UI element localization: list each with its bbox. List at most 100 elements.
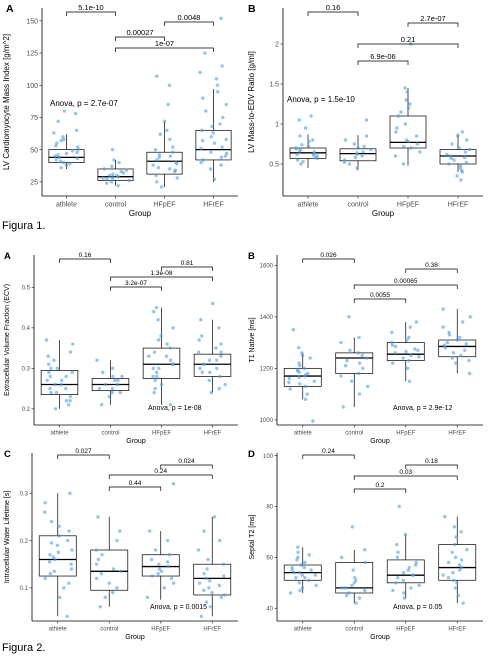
- data-point: [166, 564, 170, 569]
- data-point: [224, 151, 229, 156]
- data-point: [110, 147, 115, 152]
- p-value-label: 0.16: [79, 252, 92, 259]
- data-point: [57, 155, 61, 160]
- data-point: [298, 588, 302, 593]
- data-point: [156, 318, 160, 322]
- data-point: [221, 562, 226, 566]
- y-tick-label: 1600: [260, 264, 274, 270]
- data-point: [356, 146, 360, 150]
- p-value-label: 0.44: [129, 480, 142, 487]
- data-point: [43, 510, 47, 514]
- data-point: [53, 382, 57, 387]
- data-point: [201, 158, 205, 162]
- data-point: [403, 86, 407, 90]
- data-point: [167, 553, 172, 557]
- data-point: [200, 138, 205, 143]
- data-point: [450, 356, 455, 360]
- data-point: [116, 183, 120, 188]
- y-axis-label: Intracellular Water Lifetime [s]: [4, 491, 11, 583]
- data-point: [209, 135, 214, 139]
- data-point: [393, 154, 398, 158]
- data-point: [218, 122, 222, 126]
- data-point: [314, 583, 318, 588]
- data-point: [457, 563, 462, 567]
- data-point: [460, 130, 464, 134]
- data-point: [357, 596, 362, 600]
- box-HFpEF: [146, 151, 183, 175]
- p-value-label: 0.00065: [394, 278, 418, 285]
- data-point: [55, 543, 60, 547]
- data-point: [395, 126, 399, 130]
- p-value-label: 0.2: [375, 482, 384, 489]
- data-point: [202, 571, 206, 576]
- data-point: [68, 394, 73, 399]
- x-tick-label: HFpEF: [151, 627, 170, 633]
- data-point: [197, 338, 201, 342]
- data-point: [47, 560, 52, 564]
- x-tick-label: control: [345, 627, 363, 633]
- data-point: [409, 353, 413, 358]
- data-point: [298, 134, 302, 138]
- data-point: [111, 590, 115, 595]
- data-point: [452, 525, 457, 529]
- data-point: [115, 538, 119, 543]
- data-point: [393, 344, 398, 349]
- data-point: [94, 576, 99, 581]
- data-point: [402, 596, 407, 600]
- data-point: [355, 151, 359, 155]
- data-point: [210, 301, 215, 306]
- data-point: [199, 160, 203, 165]
- y-tick-label: 1: [275, 122, 279, 129]
- chart-fig1-b: 0.5 1 1.5 2 athlete control HFpEF HFrEF Group LV …: [245, 0, 490, 218]
- chart-fig2-d: 40 60 80 100 athlete control HFpEF HFrEF Group Se…: [245, 445, 490, 641]
- x-tick-label: HFrEF: [448, 202, 469, 209]
- data-point: [99, 571, 104, 576]
- data-point: [171, 482, 176, 486]
- data-point: [111, 174, 115, 179]
- data-point: [158, 132, 162, 136]
- data-point: [54, 390, 59, 395]
- p-value-label: 0.024: [178, 458, 195, 465]
- data-point: [467, 358, 471, 363]
- data-point: [405, 366, 410, 371]
- data-point: [393, 351, 397, 355]
- data-point: [197, 581, 202, 585]
- data-point: [416, 348, 420, 353]
- data-point: [413, 563, 418, 567]
- data-point: [462, 155, 467, 160]
- data-point: [71, 342, 75, 346]
- data-point: [67, 529, 71, 533]
- data-point: [391, 588, 395, 593]
- box-athlete: [40, 370, 79, 395]
- data-point: [154, 370, 159, 375]
- data-point: [300, 353, 305, 358]
- data-point: [413, 347, 417, 351]
- data-point: [361, 150, 365, 154]
- data-point: [110, 386, 115, 391]
- p-value-label: 0.026: [320, 252, 337, 259]
- data-point: [157, 155, 162, 160]
- p-value-label: 0.00027: [126, 28, 153, 37]
- p-value-label: 0.0055: [370, 292, 390, 299]
- data-point: [68, 162, 72, 166]
- p-value-label: 2.7e-07: [420, 14, 445, 23]
- data-point: [349, 379, 354, 383]
- data-point: [364, 356, 369, 360]
- data-point: [394, 130, 398, 134]
- y-tick-label: 0.1: [20, 586, 29, 592]
- data-point: [110, 164, 114, 169]
- data-point: [463, 348, 467, 353]
- data-point: [102, 167, 107, 171]
- x-tick-label: HFpEF: [153, 202, 175, 209]
- significance-bracket: [108, 486, 162, 491]
- y-tick-label: 0.5: [22, 286, 31, 292]
- data-point: [59, 138, 63, 143]
- y-tick-label: 60: [266, 556, 273, 562]
- data-point: [153, 147, 158, 152]
- data-point: [152, 390, 156, 395]
- data-point: [357, 392, 362, 396]
- data-point: [451, 570, 455, 575]
- data-point: [113, 378, 117, 383]
- y-tick-label: 1000: [260, 418, 274, 424]
- x-tick-label: HFrEF: [203, 202, 224, 209]
